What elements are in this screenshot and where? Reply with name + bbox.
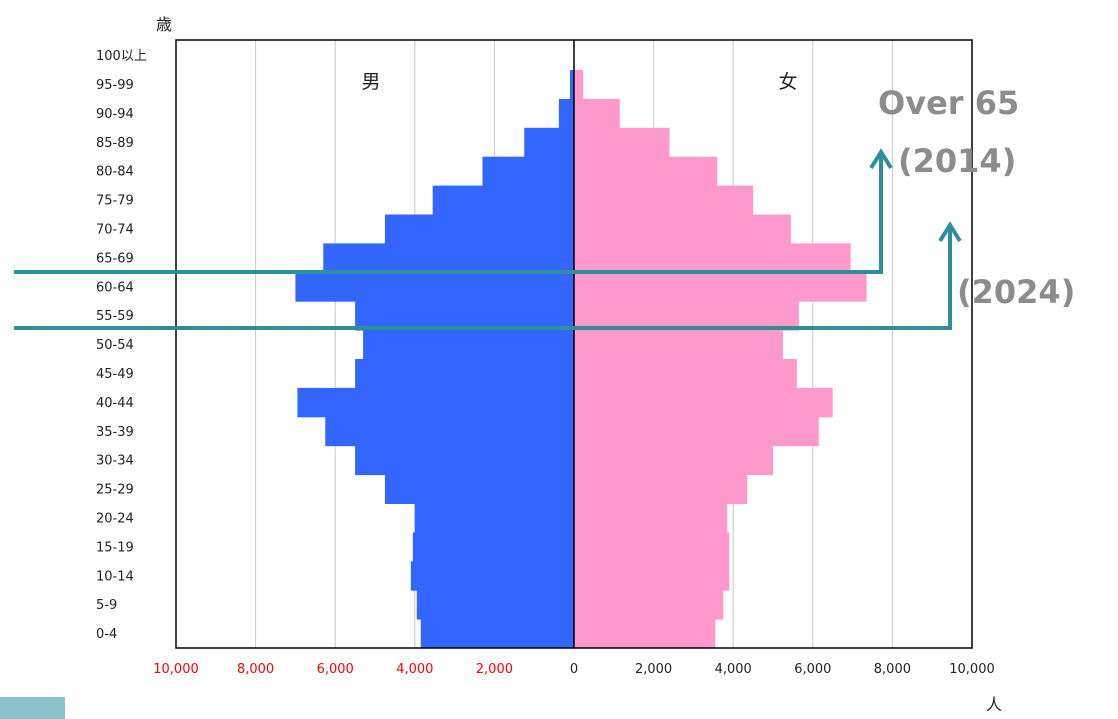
age-tick-35-39: 35-39 bbox=[96, 425, 134, 440]
annotation-year-2014: (2014) bbox=[898, 142, 1016, 180]
age-tick-65-69: 65-69 bbox=[96, 251, 134, 266]
y-axis-label: 歳 bbox=[156, 15, 172, 34]
bar-male-80-84 bbox=[482, 156, 574, 187]
age-tick-10-14: 10-14 bbox=[96, 569, 134, 584]
bar-female-40-44 bbox=[574, 387, 833, 418]
age-tick-90-94: 90-94 bbox=[96, 107, 134, 122]
over65-2024-arrowhead bbox=[938, 221, 962, 243]
bar-male-95-99 bbox=[570, 70, 574, 100]
age-tick-5-9: 5-9 bbox=[96, 598, 117, 613]
bar-female-50-54 bbox=[574, 330, 783, 360]
age-tick-0-4: 0-4 bbox=[96, 627, 117, 642]
x-tick-5: 0 bbox=[570, 662, 578, 677]
x-tick-9: 8,000 bbox=[874, 662, 911, 677]
age-tick-70-74: 70-74 bbox=[96, 222, 134, 237]
age-tick-100以上: 100以上 bbox=[96, 49, 147, 64]
over65-2014-line bbox=[14, 154, 883, 274]
bar-male-45-49 bbox=[355, 359, 574, 389]
x-tick-6: 2,000 bbox=[635, 662, 672, 677]
age-tick-85-89: 85-89 bbox=[96, 136, 134, 151]
legend-female: 女 bbox=[778, 71, 797, 93]
bar-female-90-94 bbox=[574, 98, 620, 129]
bar-female-35-39 bbox=[574, 416, 819, 447]
male-bars bbox=[295, 70, 574, 649]
population-tick-labels: 10,000 8,000 6,000 4,000 2,000 0 2,000 4,000 6,0… bbox=[153, 662, 995, 677]
bar-male-50-54 bbox=[363, 330, 574, 360]
age-tick-95-99: 95-99 bbox=[96, 78, 134, 93]
age-tick-60-64: 60-64 bbox=[96, 280, 134, 295]
age-tick-55-59: 55-59 bbox=[96, 309, 134, 324]
bar-male-20-24 bbox=[414, 503, 574, 533]
bar-male-15-19 bbox=[412, 532, 574, 562]
bar-male-70-74 bbox=[384, 214, 574, 244]
bar-male-10-14 bbox=[410, 561, 574, 591]
age-tick-30-34: 30-34 bbox=[96, 454, 134, 469]
age-tick-15-19: 15-19 bbox=[96, 540, 134, 555]
bar-female-80-84 bbox=[574, 156, 718, 187]
bar-female-5-9 bbox=[574, 590, 724, 620]
bar-female-15-19 bbox=[574, 532, 730, 562]
bar-male-75-79 bbox=[432, 185, 574, 215]
annotation-over65: Over 65 bbox=[878, 84, 1019, 122]
bar-male-0-4 bbox=[420, 619, 574, 649]
annotation-year-2024: (2024) bbox=[957, 273, 1075, 311]
age-tick-75-79: 75-79 bbox=[96, 194, 134, 209]
bar-female-10-14 bbox=[574, 561, 730, 591]
over65-2024-line bbox=[14, 227, 952, 330]
bar-male-90-94 bbox=[558, 98, 574, 129]
bar-female-45-49 bbox=[574, 359, 797, 389]
bar-male-85-89 bbox=[524, 127, 574, 158]
bar-male-25-29 bbox=[384, 474, 574, 504]
bar-female-85-89 bbox=[574, 127, 670, 158]
bar-female-30-34 bbox=[574, 445, 773, 476]
age-tick-25-29: 25-29 bbox=[96, 483, 134, 498]
bar-male-35-39 bbox=[325, 416, 574, 447]
bar-male-60-64 bbox=[295, 272, 574, 302]
bar-female-70-74 bbox=[574, 214, 791, 244]
age-tick-50-54: 50-54 bbox=[96, 338, 134, 353]
x-tick-4: 2,000 bbox=[476, 662, 513, 677]
x-tick-10: 10,000 bbox=[949, 662, 995, 677]
age-tick-40-44: 40-44 bbox=[96, 396, 134, 411]
x-tick-1: 8,000 bbox=[237, 662, 274, 677]
bar-male-5-9 bbox=[416, 590, 574, 620]
age-tick-20-24: 20-24 bbox=[96, 511, 134, 526]
bar-female-95-99 bbox=[574, 70, 584, 100]
annotation-layer: Over 65 (2014) (2024) bbox=[14, 84, 1075, 330]
bar-female-75-79 bbox=[574, 185, 754, 215]
bar-male-40-44 bbox=[297, 387, 574, 418]
x-tick-0: 10,000 bbox=[153, 662, 199, 677]
over65-2014-arrowhead bbox=[869, 148, 893, 170]
corner-accent-block bbox=[0, 697, 65, 719]
bar-female-0-4 bbox=[574, 619, 716, 649]
bar-female-20-24 bbox=[574, 503, 728, 533]
bar-male-30-34 bbox=[355, 445, 574, 476]
age-tick-80-84: 80-84 bbox=[96, 165, 134, 180]
x-tick-7: 4,000 bbox=[715, 662, 752, 677]
x-tick-2: 6,000 bbox=[317, 662, 354, 677]
x-axis-label: 人 bbox=[986, 695, 1002, 714]
bar-female-60-64 bbox=[574, 272, 867, 302]
age-tick-labels: 0-4 5-9 10-14 15-19 20-24 25-29 30-34 35-39 40-4… bbox=[96, 49, 147, 642]
bar-female-55-59 bbox=[574, 301, 799, 331]
female-bars bbox=[574, 70, 867, 649]
bar-female-65-69 bbox=[574, 243, 851, 273]
age-tick-45-49: 45-49 bbox=[96, 367, 134, 382]
x-tick-8: 6,000 bbox=[794, 662, 831, 677]
legend-male: 男 bbox=[361, 71, 380, 93]
x-tick-3: 4,000 bbox=[396, 662, 433, 677]
bar-male-55-59 bbox=[355, 301, 574, 331]
bar-male-65-69 bbox=[323, 243, 574, 273]
bar-female-25-29 bbox=[574, 474, 748, 504]
